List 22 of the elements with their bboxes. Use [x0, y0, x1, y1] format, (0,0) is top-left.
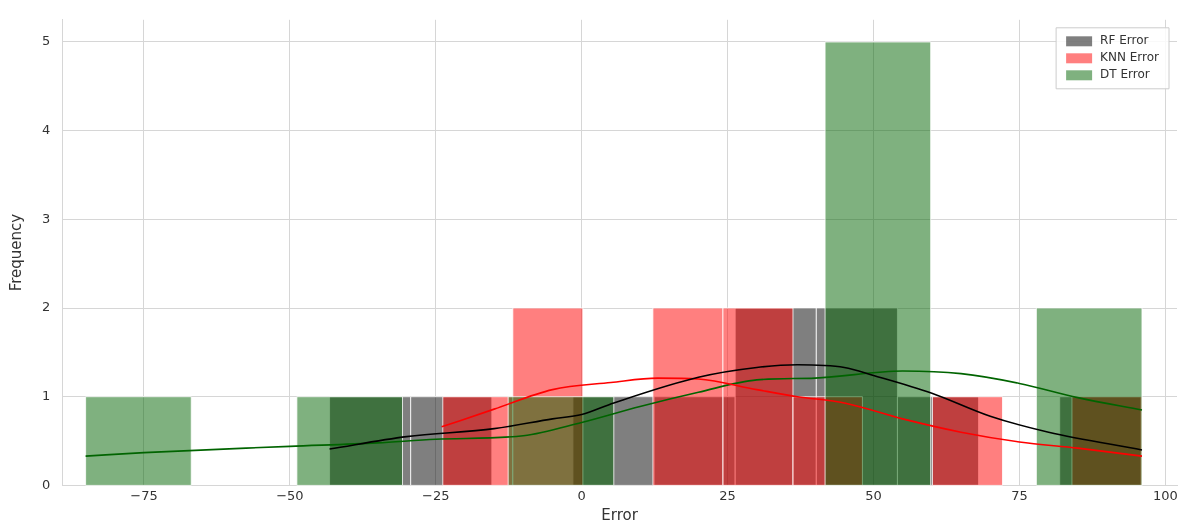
y-tick-label: 3 — [41, 210, 51, 226]
y-tick-label: 1 — [41, 388, 51, 404]
y-axis-title: Frequency — [6, 213, 25, 292]
line-series — [84, 370, 1143, 457]
x-tick-label: 25 — [719, 487, 736, 503]
y-tick-label: 2 — [41, 299, 51, 315]
legend-label: DT Error — [1100, 67, 1150, 82]
line-series — [440, 377, 1143, 457]
x-axis-title: Error — [601, 505, 639, 524]
x-tick-label: 50 — [865, 487, 882, 503]
x-tick-label: 0 — [577, 487, 586, 503]
x-tick-label: 75 — [1011, 487, 1028, 503]
legend-label: RF Error — [1100, 33, 1149, 48]
y-tick-label: 4 — [41, 122, 51, 138]
x-tick-label: 100 — [1152, 487, 1178, 503]
x-tick-label: −50 — [276, 487, 304, 503]
x-tick-label: −75 — [130, 487, 158, 503]
line-series — [328, 363, 1143, 451]
legend-label: KNN Error — [1100, 50, 1160, 65]
x-tick-label: −25 — [422, 487, 450, 503]
y-tick-label: 5 — [41, 33, 51, 49]
y-tick-label: 0 — [41, 476, 51, 492]
